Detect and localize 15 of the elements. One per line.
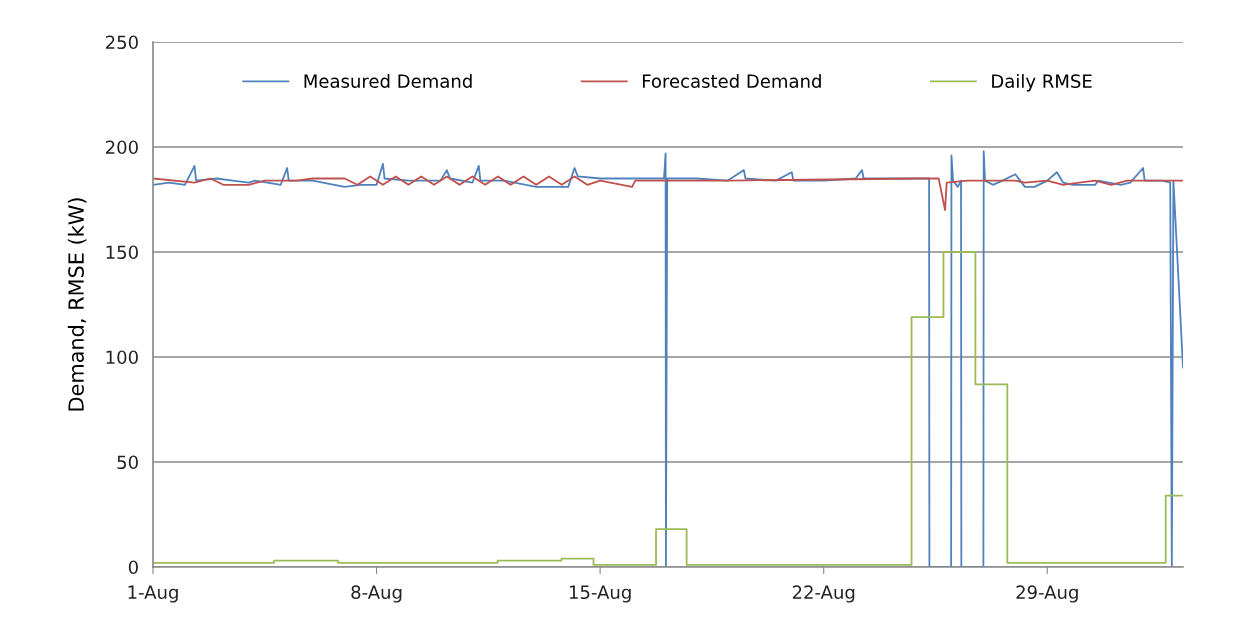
y-tick-label: 0 [128,560,138,575]
legend-label: Daily RMSE [992,74,1092,92]
legend-label: Forecasted Demand [642,74,821,88]
y-tick-label: 100 [106,350,138,365]
legend-label: Measured Demand [304,74,472,88]
y-tick-label: 150 [106,245,138,260]
x-tick-label: 1-Aug [128,585,178,603]
x-tick-label: 15-Aug [569,585,631,603]
y-axis-title: Demand, RMSE (kW) [67,198,87,411]
y-tick-label: 200 [105,140,138,155]
x-tick-label: 8-Aug [351,585,402,603]
x-tick-label: 29-Aug [1016,585,1078,603]
x-tick-label: 22-Aug [792,585,855,603]
y-tick-label: 250 [105,35,138,50]
y-tick-label: 50 [117,455,138,470]
